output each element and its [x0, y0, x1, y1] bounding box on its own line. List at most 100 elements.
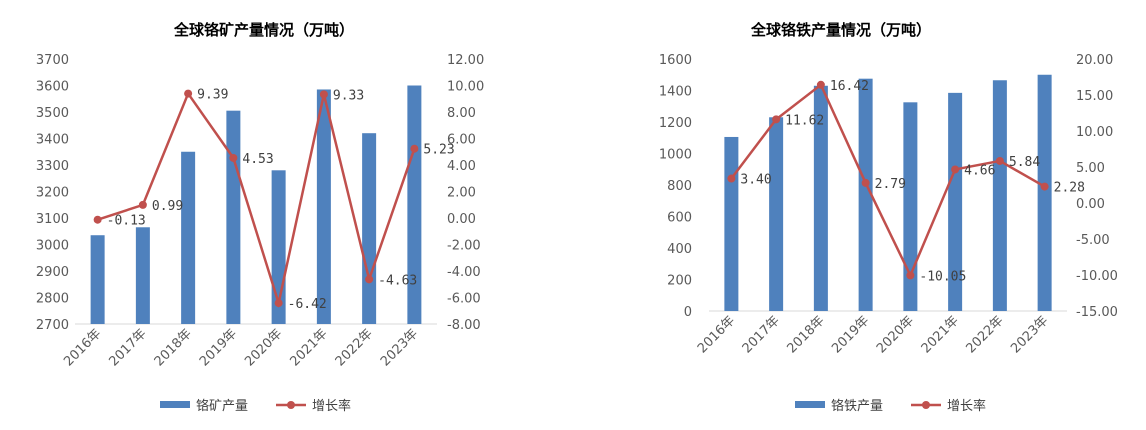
y-left-tick-label: 1000 [659, 148, 692, 163]
growth-rate-data-label: 2.79 [875, 177, 906, 192]
y-right-tick-label: 12.00 [447, 53, 484, 68]
bar [407, 85, 422, 324]
y-right-tick-label: -8.00 [447, 318, 481, 333]
growth-rate-point [410, 144, 419, 153]
growth-rate-point [184, 89, 193, 98]
y-right-tick-label: -4.00 [447, 265, 481, 280]
x-tick-label: 2016年 [695, 313, 738, 356]
bar [992, 80, 1007, 311]
growth-rate-data-label: -0.13 [107, 214, 146, 229]
x-tick-label: 2022年 [333, 326, 376, 369]
growth-rate-point [229, 153, 238, 162]
y-right-tick-label: -2.00 [447, 239, 481, 254]
growth-rate-data-label: 9.39 [197, 88, 228, 103]
growth-rate-data-label: 0.99 [152, 199, 183, 214]
y-right-tick-label: 6.00 [447, 133, 476, 148]
x-tick-label: 2019年 [829, 313, 872, 356]
x-tick-label: 2020年 [874, 313, 917, 356]
growth-rate-point [816, 80, 825, 89]
growth-rate-line [97, 90, 416, 308]
legend-line-label: 增长率 [312, 398, 351, 414]
y-left-tick-label: 3400 [36, 133, 69, 148]
y-left-tick-label: 2800 [36, 292, 69, 307]
x-tick-label: 2021年 [288, 326, 331, 369]
ferrochrome-production-chart: 全球铬铁产量情况（万吨） 0 200 400 600 800 1000 1200 1400 160… [659, 21, 1118, 414]
y-right-tick-label: 15.00 [1076, 89, 1113, 104]
y-left-tick-label: 3300 [36, 159, 69, 174]
growth-rate-point [772, 115, 781, 124]
bar [226, 110, 241, 324]
y-left-tick-label: 3100 [36, 212, 69, 227]
growth-rate-point [995, 156, 1004, 165]
y-right-tick-label: 5.00 [1076, 161, 1105, 176]
y-right-tick-label: 10.00 [447, 80, 484, 95]
legend-line-marker [922, 401, 930, 409]
growth-rate-point [138, 200, 147, 209]
y-left-tick-label: 3000 [36, 239, 69, 254]
y-left-tick-label: 1200 [659, 116, 692, 131]
x-tick-label: 2017年 [740, 313, 783, 356]
growth-rate-data-label: 4.53 [242, 152, 273, 167]
bar [1037, 74, 1052, 311]
chart-title: 全球铬铁产量情况（万吨） [750, 21, 931, 39]
y-right-tick-label: 0.00 [1076, 197, 1105, 212]
growth-rate-point [951, 165, 960, 174]
growth-rate-data-label: 5.23 [423, 143, 454, 158]
x-tick-label: 2018年 [785, 313, 828, 356]
legend-bar-label: 铬铁产量 [831, 398, 883, 414]
y-left-tick-label: 800 [667, 179, 692, 194]
growth-rate-point [861, 178, 870, 187]
y-right-tick-label: -10.00 [1076, 269, 1118, 284]
y-left-tick-label: 1400 [659, 85, 692, 100]
growth-rate-line [730, 82, 1046, 279]
y-left-tick-label: 3700 [36, 53, 69, 68]
y-left-tick-label: 2700 [36, 318, 69, 333]
growth-rate-point [1040, 182, 1049, 191]
legend-bar-swatch [160, 401, 190, 408]
bar [903, 102, 918, 311]
y-left-tick-label: 0 [684, 305, 692, 320]
x-tick-label: 2019年 [197, 326, 240, 369]
y-right-tick-label: -15.00 [1076, 305, 1118, 320]
x-tick-label: 2020年 [242, 326, 285, 369]
y-left-tick-label: 3600 [36, 80, 69, 95]
legend-line-marker [287, 401, 295, 409]
y-right-tick-label: 8.00 [447, 106, 476, 121]
chart-title: 全球铬矿产量情况（万吨） [173, 21, 354, 39]
chromite-production-chart: 全球铬矿产量情况（万吨） 2700 2800 2900 3000 3100 3200 3300… [36, 21, 484, 414]
x-tick-label: 2021年 [919, 313, 962, 356]
y-right-tick-label: 10.00 [1076, 125, 1113, 140]
x-tick-label: 2023年 [1008, 313, 1051, 356]
growth-rate-data-label: -6.42 [288, 297, 327, 312]
legend-bar-swatch [795, 401, 825, 408]
bar [724, 136, 739, 311]
growth-rate-point [274, 299, 283, 308]
growth-rate-data-label: -10.05 [919, 269, 966, 284]
growth-rate-point [906, 271, 915, 280]
bar [135, 227, 150, 324]
y-right-tick-label: -5.00 [1076, 233, 1110, 248]
x-tick-label: 2023年 [378, 326, 421, 369]
x-tick-label: 2017年 [107, 326, 150, 369]
growth-rate-data-label: -4.63 [378, 273, 417, 288]
growth-rate-data-label: 3.40 [740, 173, 771, 188]
bar [181, 151, 196, 324]
legend-bar-label: 铬矿产量 [196, 398, 248, 414]
growth-rate-point [319, 90, 328, 99]
y-left-tick-label: 2900 [36, 265, 69, 280]
bar [948, 92, 963, 311]
growth-rate-point [365, 275, 374, 284]
bar [316, 89, 331, 324]
bar [362, 133, 377, 324]
x-tick-label: 2018年 [152, 326, 195, 369]
y-right-tick-label: 20.00 [1076, 53, 1113, 68]
y-left-tick-label: 200 [667, 274, 692, 289]
legend-line-label: 增长率 [947, 398, 986, 414]
y-left-tick-label: 1600 [659, 53, 692, 68]
bar [90, 235, 105, 324]
growth-rate-point [727, 174, 736, 183]
y-left-tick-label: 3500 [36, 106, 69, 121]
x-tick-label: 2022年 [964, 313, 1007, 356]
bar [813, 85, 828, 312]
